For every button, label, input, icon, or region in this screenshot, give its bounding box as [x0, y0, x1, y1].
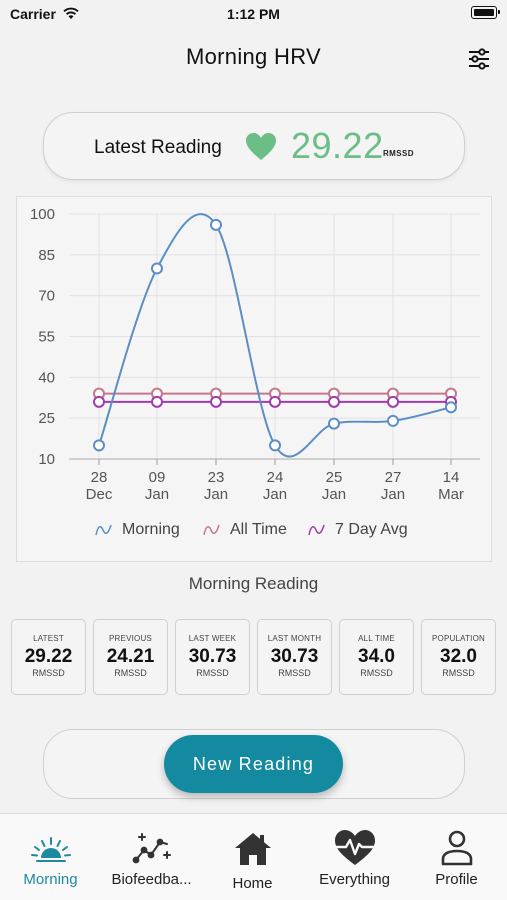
stat-population: POPULATION 32.0 RMSSD	[421, 619, 496, 695]
y-tick-label: 55	[38, 329, 55, 346]
series-line-morning	[98, 213, 452, 458]
y-tick-label: 25	[38, 410, 55, 427]
tab-label: Morning	[23, 871, 78, 888]
stat-value: 30.73	[188, 646, 237, 667]
tab-label: Biofeedba...	[111, 871, 192, 888]
page-title: Morning HRV	[186, 44, 321, 69]
wifi-icon	[63, 7, 79, 19]
latest-reading-unit: RMSSD	[383, 149, 414, 158]
battery-icon	[471, 6, 500, 19]
stat-value: 29.22	[24, 646, 73, 667]
data-point	[269, 395, 281, 408]
data-point	[151, 262, 163, 275]
x-tick-label: Jan	[381, 486, 405, 503]
stat-value: 30.73	[270, 646, 319, 667]
stat-unit: RMSSD	[442, 668, 475, 678]
person-icon	[441, 830, 472, 866]
stat-label: LAST MONTH	[267, 634, 322, 643]
legend-label: Morning	[122, 521, 180, 538]
x-tick-label: 09	[149, 469, 166, 486]
tab-label: Everything	[319, 871, 390, 888]
stat-label: ALL TIME	[358, 634, 395, 643]
data-point	[387, 395, 399, 408]
hrv-chart: 100 85 70 55 40 25 10 28 Dec 09 Jan 23 Jan 24 Jan 25 Jan…	[16, 196, 492, 562]
x-tick-label: Jan	[322, 486, 346, 503]
data-point	[328, 395, 340, 408]
stat-label: LAST WEEK	[188, 634, 237, 643]
stat-unit: RMSSD	[196, 668, 229, 678]
latest-reading-value: 29.22	[291, 125, 384, 166]
chart-legend: Morning All Time 7 Day Avg	[16, 518, 492, 542]
stat-unit: RMSSD	[278, 668, 311, 678]
y-tick-label: 10	[38, 451, 55, 468]
data-point	[445, 401, 457, 414]
data-point	[269, 439, 281, 452]
legend-label: 7 Day Avg	[335, 521, 408, 538]
stat-label: POPULATION	[432, 634, 485, 643]
data-point	[328, 417, 340, 430]
stat-unit: RMSSD	[360, 668, 393, 678]
x-tick-label: Mar	[438, 486, 464, 503]
home-icon	[234, 833, 271, 865]
tab-label: Profile	[435, 871, 478, 888]
sunrise-icon	[30, 837, 71, 862]
stat-value: 32.0	[440, 646, 477, 667]
stat-last-month: LAST MONTH 30.73 RMSSD	[257, 619, 332, 695]
x-tick-label: Jan	[145, 486, 169, 503]
stat-unit: RMSSD	[32, 668, 65, 678]
x-tick-label: Jan	[263, 486, 287, 503]
data-point	[93, 439, 105, 452]
heart-pulse-icon	[334, 830, 375, 865]
stat-label: LATEST	[33, 634, 64, 643]
stat-latest: LATEST 29.22 RMSSD	[11, 619, 86, 695]
data-point	[210, 395, 222, 408]
stat-label: PREVIOUS	[109, 634, 152, 643]
x-tick-label: 24	[267, 469, 284, 486]
latest-reading-card: Latest Reading 29.22 RMSSD	[43, 112, 465, 180]
x-tick-label: 27	[385, 469, 402, 486]
tab-profile[interactable]: Profile	[406, 814, 507, 900]
legend-wave-icon	[308, 524, 325, 536]
stat-value: 34.0	[358, 646, 395, 667]
tab-bar: Morning Biofeedba... Home Everythin	[0, 813, 507, 900]
status-bar: Carrier 1:12 PM	[0, 0, 507, 30]
tab-label: Home	[232, 875, 273, 892]
stat-all-time: ALL TIME 34.0 RMSSD	[339, 619, 414, 695]
heart-icon	[246, 133, 276, 160]
stat-unit: RMSSD	[114, 668, 147, 678]
x-tick-label: 28	[91, 469, 108, 486]
carrier-label: Carrier	[10, 6, 56, 22]
legend-wave-icon	[203, 524, 220, 536]
x-tick-label: 23	[208, 469, 225, 486]
x-tick-label: Dec	[86, 486, 113, 503]
legend-wave-icon	[95, 524, 112, 536]
tab-biofeedback[interactable]: Biofeedba...	[101, 814, 202, 900]
section-title: Morning Reading	[188, 574, 319, 593]
y-tick-label: 40	[38, 369, 55, 386]
y-tick-label: 70	[38, 288, 55, 305]
new-reading-button[interactable]: New Reading	[164, 735, 343, 793]
stat-last-week: LAST WEEK 30.73 RMSSD	[175, 619, 250, 695]
latest-reading-label: Latest Reading	[94, 137, 222, 158]
x-tick-label: 14	[443, 469, 460, 486]
trend-sparkle-icon	[132, 833, 171, 864]
data-point	[151, 395, 163, 408]
data-point	[210, 218, 222, 231]
tab-home[interactable]: Home	[202, 814, 303, 900]
stat-previous: PREVIOUS 24.21 RMSSD	[93, 619, 168, 695]
tab-everything[interactable]: Everything	[304, 814, 405, 900]
legend-label: All Time	[230, 521, 287, 538]
data-point	[93, 395, 105, 408]
tab-morning[interactable]: Morning	[0, 814, 101, 900]
stat-value: 24.21	[106, 646, 155, 667]
y-tick-label: 100	[30, 206, 55, 223]
hrv-chart-plot: 10085705540251028Dec09Jan23Jan24Jan25Jan…	[30, 206, 480, 503]
data-point	[387, 414, 399, 427]
y-tick-label: 85	[38, 247, 55, 264]
sliders-icon[interactable]	[467, 48, 491, 70]
x-tick-label: 25	[326, 469, 343, 486]
status-time: 1:12 PM	[227, 6, 280, 22]
x-tick-label: Jan	[204, 486, 228, 503]
